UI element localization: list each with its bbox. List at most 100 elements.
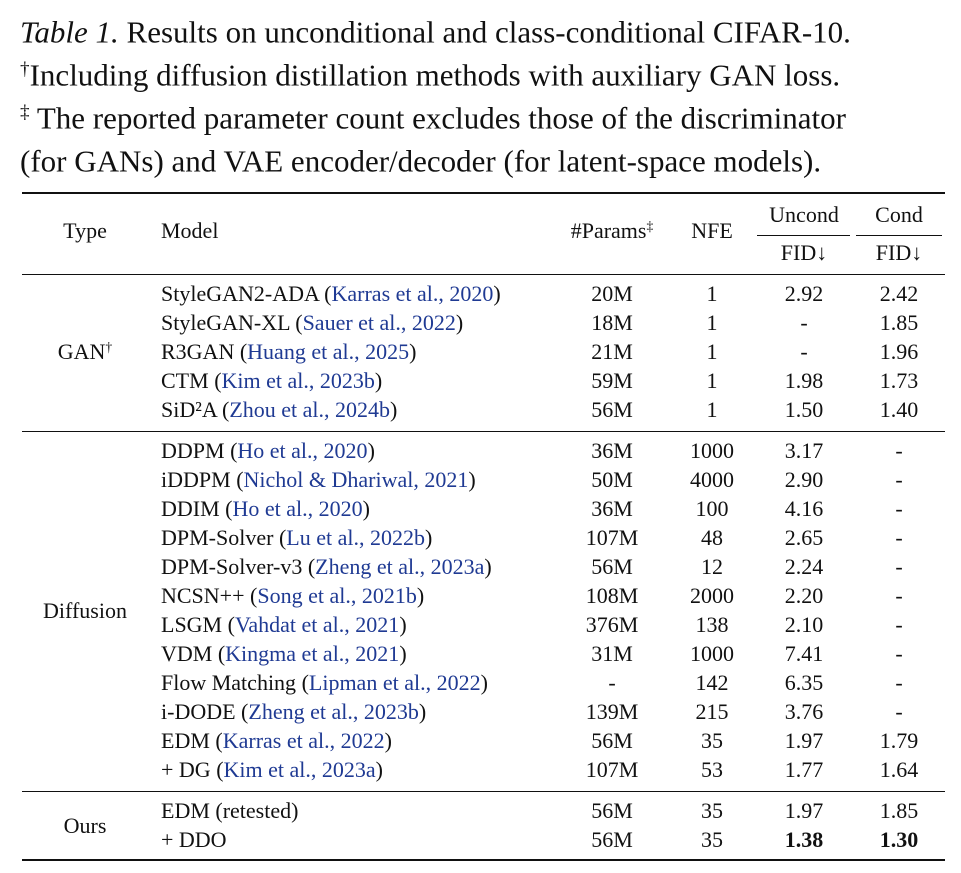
fid-cond-text: - [895,583,903,608]
params: 56M [591,730,633,752]
fid-cond-text: 1.30 [879,827,919,852]
fid-uncond: 2.20 [785,585,824,607]
fid-uncond-text: 7.41 [784,641,824,666]
fid-uncond: 2.10 [785,614,824,636]
citation: (Zhou et al., 2024b) [222,397,398,422]
params: 56M [591,556,633,578]
fid-cond-text: 1.85 [879,798,919,823]
params: 31M [591,643,633,665]
citation: (Kim et al., 2023a) [216,757,383,782]
fid-cond-text: 1.40 [879,397,919,422]
citation-ref: Song et al., 2021b [257,583,417,608]
fid-uncond: - [800,312,807,334]
fid-uncond-text: 2.92 [784,281,824,306]
header-metric-text: FID↓ [875,240,923,265]
cmid-rule [757,235,850,236]
nfe: 100 [696,498,729,520]
fid-cond-text: 2.42 [879,281,919,306]
fid-uncond-text: 2.10 [784,612,824,637]
params: 139M [586,701,639,723]
nfe-text: 35 [701,728,723,753]
header-params: #Params‡ [571,218,654,242]
nfe: 138 [696,614,729,636]
header-metric: FID↓ [876,242,922,264]
fid-cond: - [895,643,902,665]
fid-cond-text: 1.96 [879,339,919,364]
header-params-mark: ‡ [646,218,654,234]
fid-uncond-text: 1.38 [784,827,824,852]
group-label-text: Diffusion [43,597,127,623]
fid-uncond: 2.92 [785,283,824,305]
model-text: iDDPM [161,467,231,492]
fid-uncond: 7.41 [785,643,824,665]
fid-uncond: 1.98 [785,370,824,392]
nfe-text: 35 [701,798,723,823]
header-model-text: Model [161,218,219,243]
model-text: Flow Matching [161,670,297,695]
nfe-text: 1 [706,339,718,364]
fid-cond: 2.42 [880,283,919,305]
params: 56M [591,829,633,851]
params-text: 56M [591,728,633,753]
header-type: Type [63,220,107,242]
fid-cond-text: - [895,670,903,695]
params-text: 56M [591,798,633,823]
nfe: 1 [707,341,718,363]
params-text: 56M [591,827,633,852]
model: DPM-Solver (Lu et al., 2022b) [161,527,432,549]
fid-cond: - [895,585,902,607]
citation-ref: Ho et al., 2020 [237,438,368,463]
caption-line: Table 1. Results on unconditional and cl… [20,17,851,48]
fid-uncond-text: 4.16 [784,496,824,521]
note-text: (for GANs) and VAE encoder/decoder (for … [20,143,822,179]
params: 108M [586,585,639,607]
model-text: + DDO [161,827,227,852]
fid-cond: - [895,701,902,723]
params-text: 139M [585,699,639,724]
nfe: 4000 [690,469,734,491]
cmid-rule [856,235,942,236]
params-text: 108M [585,583,639,608]
fid-cond-text: - [895,699,903,724]
params-text: - [608,670,616,695]
fid-uncond: 1.97 [785,730,824,752]
citation: (Kim et al., 2023b) [214,368,383,393]
nfe-text: 142 [695,670,729,695]
citation-ref: Zhou et al., 2024b [229,397,391,422]
nfe-text: 4000 [690,467,734,492]
fid-uncond-text: 2.24 [784,554,824,579]
bottom-rule [22,859,945,861]
header-nfe-text: NFE [691,218,733,243]
fid-uncond-text: 1.50 [784,397,824,422]
params: 18M [591,312,633,334]
citation: (Ho et al., 2020) [225,496,370,521]
model: EDM (Karras et al., 2022) [161,730,392,752]
citation: (Song et al., 2021b) [250,583,425,608]
group-rule [22,791,945,792]
header-cond-text: Cond [875,202,923,227]
fid-cond: 1.85 [880,312,919,334]
header-model: Model [161,220,218,242]
fid-cond: - [895,614,902,636]
model-text: + DG [161,757,211,782]
citation: (Huang et al., 2025) [239,339,417,364]
params: 20M [591,283,633,305]
fid-cond-text: - [895,438,903,463]
citation-ref: Kim et al., 2023b [221,368,375,393]
citation: (Zheng et al., 2023a) [307,554,492,579]
params-text: 56M [591,397,633,422]
params: - [608,672,615,694]
fid-cond-text: - [895,467,903,492]
group-label: GAN† [58,340,112,363]
top-rule [22,192,945,194]
model-text: LSGM [161,612,223,637]
citation-ref: Karras et al., 2022 [222,728,385,753]
fid-uncond-text: - [800,310,808,335]
header-uncond-text: Uncond [769,202,839,227]
fid-uncond-text: 6.35 [784,670,824,695]
citation: (Karras et al., 2020) [324,281,501,306]
fid-cond: - [895,469,902,491]
model: StyleGAN-XL (Sauer et al., 2022) [161,312,463,334]
params-text: 20M [591,281,633,306]
